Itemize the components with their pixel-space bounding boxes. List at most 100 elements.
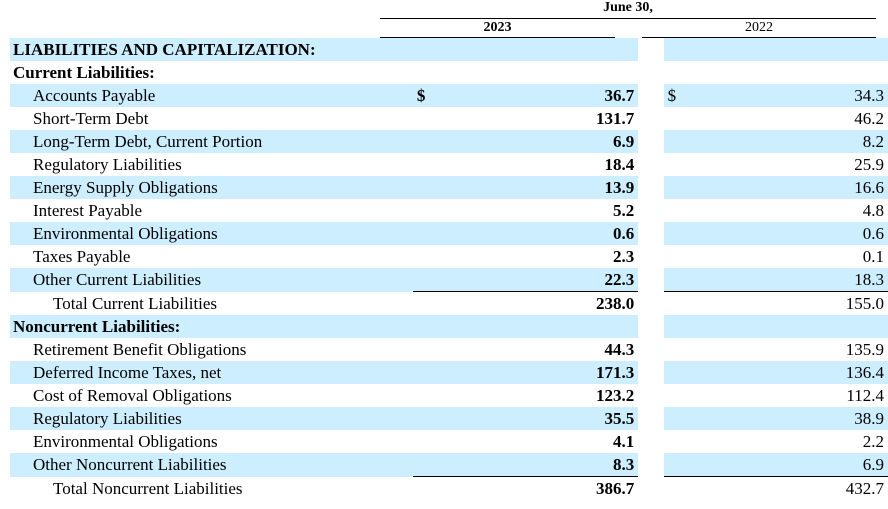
value-2022: 38.9 [713,407,888,430]
currency-symbol-2022 [664,199,714,222]
currency-symbol-2023 [413,153,463,176]
currency-symbol-2022 [664,430,714,453]
row-label: Environmental Obligations [33,432,218,451]
column-gap [638,153,664,176]
currency-symbol-2023 [412,361,463,384]
section-title: LIABILITIES AND CAPITALIZATION: [10,38,888,61]
currency-symbol-2023 [413,199,463,222]
current-total-row: Total Current Liabilities 238.0 155.0 [10,291,888,315]
current-liabilities-heading-label: Current Liabilities: [13,63,155,82]
value-2022: 0.6 [713,222,888,245]
column-gap [638,430,664,453]
currency-symbol-2022 [663,130,714,153]
value-2022: 16.6 [713,176,888,199]
row-label: Regulatory Liabilities [10,407,413,430]
column-gap [638,107,664,130]
currency-symbol-2022 [663,268,714,292]
table-row: Environmental Obligations 4.1 2.2 [10,430,888,453]
row-label: Total Current Liabilities [53,293,218,313]
value-2023: 131.7 [595,109,635,128]
liabilities-table: LIABILITIES AND CAPITALIZATION: Current L… [10,38,888,500]
column-gap [638,476,664,500]
column-gap [638,222,664,245]
row-label: Other Current Liabilities [10,268,413,292]
year-2023-header: 2023 [380,18,615,38]
currency-symbol-2023 [413,245,463,268]
table-row: Short-Term Debt 131.7 46.2 [10,107,888,130]
row-label: Accounts Payable [10,84,413,107]
value-2023: 123.2 [595,386,635,405]
table-row: Interest Payable 5.2 4.8 [10,199,888,222]
value-2022: 25.9 [854,155,884,174]
currency-symbol-2022 [664,338,714,361]
value-2023: 6.9 [463,130,639,153]
period-header: June 30, [380,0,876,19]
table-row: Accounts Payable $36.7 $34.3 [10,84,888,107]
value-2022: 34.3 [713,84,888,107]
section-title-sym2 [663,38,714,61]
column-gap [638,407,664,430]
table-row: Taxes Payable 2.3 0.1 [10,245,888,268]
currency-symbol-2022 [663,476,714,500]
noncurrent-liabilities-heading-sym1 [412,315,463,338]
noncurrent-liabilities-heading-gap [638,315,664,338]
currency-symbol-2022 [664,384,714,407]
value-2022: 136.4 [713,361,888,384]
currency-symbol-2022 [663,453,714,477]
value-2023: 5.2 [612,201,635,220]
section-title-v2 [713,38,888,61]
value-2022: 112.4 [846,386,884,405]
noncurrent-liabilities-heading-sym2 [663,315,714,338]
value-2022: 18.3 [713,268,888,292]
current-liabilities-heading-gap [638,61,664,84]
row-label: Short-Term Debt [33,109,149,128]
currency-symbol-2023 [413,338,463,361]
current-liabilities-heading-sym1 [413,61,463,84]
currency-symbol-2023 [413,430,463,453]
value-2023: 4.1 [612,432,635,451]
value-2022: 2.2 [862,432,884,451]
table-row: Long-Term Debt, Current Portion 6.9 8.2 [10,130,888,153]
current-liabilities-heading: Current Liabilities: [10,61,888,84]
currency-symbol-2023 [412,407,463,430]
currency-symbol-2022 [663,291,714,315]
column-gap [638,453,664,477]
row-label: Other Noncurrent Liabilities [10,453,413,477]
value-2022: 135.9 [845,340,884,359]
row-label: Interest Payable [33,201,143,220]
noncurrent-liabilities-heading-v1 [463,315,639,338]
value-2022: 8.2 [713,130,888,153]
value-2023: 35.5 [463,407,639,430]
value-2023: 8.3 [463,453,639,477]
column-gap [638,384,664,407]
currency-symbol-2022: $ [663,84,714,107]
currency-symbol-2023 [413,384,463,407]
currency-symbol-2022 [664,153,714,176]
year-2022-header: 2022 [642,18,876,38]
row-label: Regulatory Liabilities [33,155,182,174]
value-2023: 2.3 [612,247,635,266]
value-2022: 155.0 [713,291,888,315]
value-2023: 22.3 [463,268,639,292]
row-label: Energy Supply Obligations [10,176,413,199]
currency-symbol-2022 [663,222,714,245]
section-title-v1 [463,38,639,61]
row-label: Environmental Obligations [10,222,413,245]
table-row: Other Current Liabilities 22.3 18.3 [10,268,888,292]
value-2022: 46.2 [854,109,884,128]
currency-symbol-2023 [413,107,463,130]
value-2023: 36.7 [463,84,639,107]
value-2022: 6.9 [713,453,888,477]
currency-symbol-2022 [663,176,714,199]
column-gap [638,361,664,384]
value-2022: 0.1 [862,247,884,266]
noncurrent-total-row: Total Noncurrent Liabilities 386.7 432.7 [10,476,888,500]
column-gap [638,338,664,361]
currency-symbol-2022 [663,361,714,384]
table-row: Energy Supply Obligations 13.9 16.6 [10,176,888,199]
current-liabilities-heading-v1 [463,61,638,84]
value-2022: 4.8 [862,201,884,220]
currency-symbol-2023: $ [412,84,463,107]
table-row: Regulatory Liabilities 35.5 38.9 [10,407,888,430]
value-2023: 18.4 [604,155,635,174]
